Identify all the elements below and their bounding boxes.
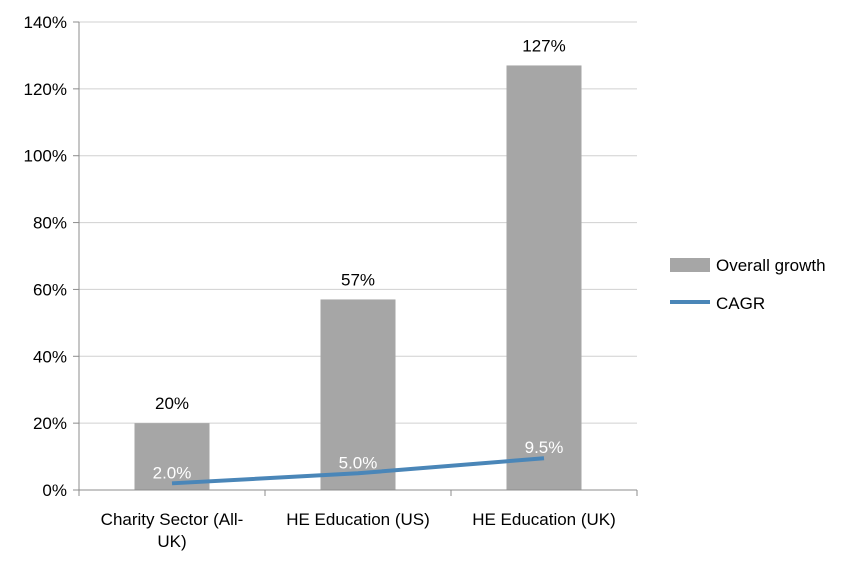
- bar-data-label: 127%: [522, 36, 565, 55]
- x-category-label: Charity Sector (All-: [101, 510, 244, 529]
- x-axis: Charity Sector (All- UK) HE Education (US)…: [78, 489, 638, 551]
- legend-swatch-overall-growth: [670, 258, 710, 272]
- x-category-label: HE Education (US): [286, 510, 430, 529]
- cagr-data-label: 5.0%: [339, 453, 378, 472]
- y-tick-label: 120%: [24, 80, 67, 99]
- bar: [320, 299, 396, 490]
- x-category-label: UK): [157, 532, 186, 551]
- y-tick-label: 60%: [33, 280, 67, 299]
- y-tick-label: 20%: [33, 414, 67, 433]
- legend: Overall growth CAGR: [670, 256, 826, 313]
- gridlines: [79, 21, 637, 424]
- cagr-data-label: 2.0%: [153, 463, 192, 482]
- legend-label-overall-growth: Overall growth: [716, 256, 826, 275]
- x-category-label: HE Education (UK): [472, 510, 616, 529]
- cagr-data-label: 9.5%: [525, 438, 564, 457]
- bar-series: 20% 57% 127%: [134, 36, 582, 490]
- y-tick-label: 140%: [24, 13, 67, 32]
- y-tick-label: 80%: [33, 214, 67, 233]
- bar: [134, 423, 210, 490]
- y-tick-label: 40%: [33, 347, 67, 366]
- y-tick-label: 0%: [42, 481, 67, 500]
- bar-data-label: 57%: [341, 270, 375, 289]
- y-tick-label: 100%: [24, 147, 67, 166]
- bar: [506, 65, 582, 490]
- legend-label-cagr: CAGR: [716, 294, 765, 313]
- line-series: 2.0% 5.0% 9.5%: [153, 438, 564, 486]
- bar-data-label: 20%: [155, 394, 189, 413]
- y-axis: 0% 20% 40% 60% 80% 100% 120% 140%: [24, 13, 80, 500]
- cagr-line: [171, 456, 545, 486]
